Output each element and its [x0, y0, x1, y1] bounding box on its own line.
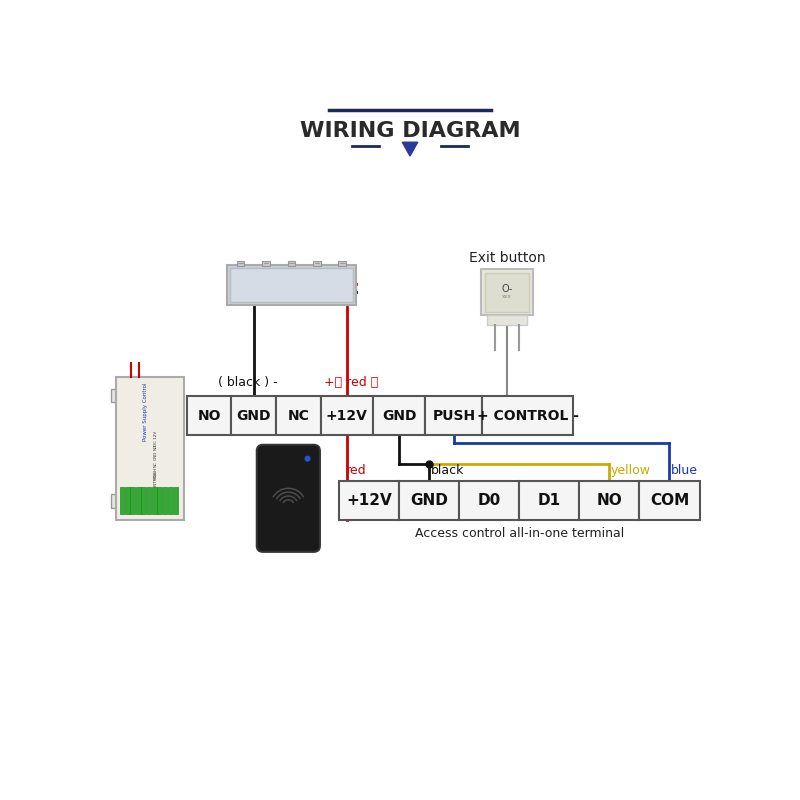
Text: NO: NO [154, 444, 158, 450]
Text: -: - [154, 497, 158, 498]
Text: black: black [430, 464, 464, 477]
Bar [485, 273, 530, 312]
Bar [321, 396, 373, 435]
Text: +: + [154, 488, 158, 491]
Text: PUSH: PUSH [154, 467, 158, 478]
Bar [111, 494, 118, 508]
Bar [287, 261, 295, 266]
Text: COM: COM [650, 493, 689, 508]
Bar [174, 487, 178, 514]
Bar [519, 481, 579, 519]
Text: GND: GND [237, 409, 271, 422]
Text: Power Supply Control: Power Supply Control [143, 382, 148, 441]
Text: GND: GND [410, 493, 448, 508]
Bar [146, 487, 151, 514]
Text: D1: D1 [538, 493, 561, 508]
Text: +12V: +12V [346, 493, 392, 508]
Bar [313, 261, 321, 266]
Circle shape [305, 455, 310, 462]
Text: NC: NC [287, 409, 310, 422]
Text: GND: GND [382, 409, 417, 422]
Text: CONTROL: CONTROL [154, 471, 158, 491]
Bar [487, 315, 527, 325]
Text: NO: NO [198, 409, 221, 422]
Text: D0: D0 [478, 493, 501, 508]
Bar [231, 396, 276, 435]
Text: WIRING DIAGRAM: WIRING DIAGRAM [300, 121, 520, 141]
Text: Exit button: Exit button [469, 250, 546, 265]
Bar [168, 487, 173, 514]
Text: yellow: yellow [611, 464, 651, 477]
Text: DC 12V: DC 12V [154, 431, 158, 446]
Bar [186, 396, 231, 435]
Bar [373, 396, 426, 435]
Bar [579, 481, 639, 519]
Bar [481, 270, 534, 315]
Bar [142, 487, 146, 514]
Bar [262, 261, 270, 266]
Bar [163, 487, 167, 514]
Text: +12V: +12V [326, 409, 368, 422]
Bar [237, 261, 245, 266]
Bar [338, 261, 346, 266]
Bar [116, 377, 184, 519]
Bar [120, 487, 124, 514]
Bar [226, 266, 356, 306]
Text: NC: NC [154, 461, 158, 467]
Text: GND: GND [154, 451, 158, 460]
Text: + CONTROL -: + CONTROL - [477, 409, 579, 422]
Bar [459, 481, 519, 519]
Text: ( black ) -: ( black ) - [218, 376, 278, 389]
FancyBboxPatch shape [257, 445, 320, 552]
Text: xxx: xxx [502, 294, 512, 299]
Text: Access control all-in-one terminal: Access control all-in-one terminal [414, 527, 624, 540]
Bar [136, 487, 141, 514]
Bar [230, 269, 353, 302]
Polygon shape [402, 142, 418, 156]
Text: NO: NO [597, 493, 622, 508]
Bar [339, 481, 399, 519]
Text: O-: O- [502, 284, 513, 294]
Text: blue: blue [671, 464, 698, 477]
Bar [111, 389, 118, 402]
Text: PUSH: PUSH [432, 409, 475, 422]
Bar [399, 481, 459, 519]
Bar [639, 481, 699, 519]
Bar [482, 396, 574, 435]
Text: +（ red ）: +（ red ） [323, 376, 378, 389]
Text: red: red [346, 464, 367, 477]
Bar [125, 487, 130, 514]
Bar [426, 396, 482, 435]
Bar [276, 396, 321, 435]
Bar [130, 487, 135, 514]
Bar [158, 487, 162, 514]
Bar [152, 487, 157, 514]
